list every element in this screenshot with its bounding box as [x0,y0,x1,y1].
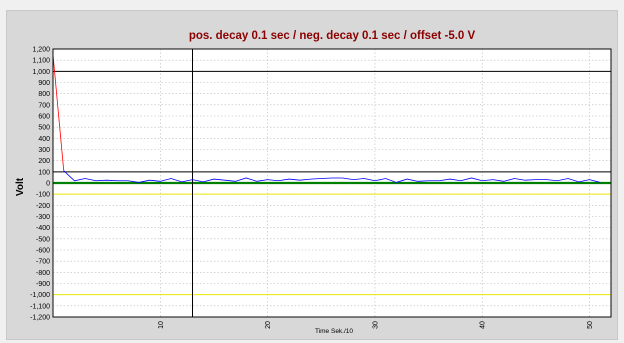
series-line-2 [63,170,601,183]
plot-border [52,48,612,318]
y-tick-label: -200 [36,203,50,210]
y-tick-label: -900 [36,281,50,288]
y-axis-label: Volt [15,177,26,196]
y-tick-label: 100 [38,169,50,176]
y-tick-label: 1,100 [32,58,50,65]
y-tick-label: -100 [36,192,50,199]
y-tick-label: 900 [38,80,50,87]
y-tick-label: -500 [36,236,50,243]
x-axis-label: Time Sek./10 [315,328,353,335]
x-tick-label: 20 [265,321,272,329]
y-tick-label: -1,200 [30,315,50,322]
plot-area: 1,2001,1001,0009008007006005004003002001… [30,47,612,329]
y-tick-label: -1,000 [30,292,50,299]
x-tick-label: 10 [158,321,165,329]
y-tick-label: -700 [36,259,50,266]
chart-panel: pos. decay 0.1 sec / neg. decay 0.1 sec … [6,10,618,340]
x-tick-label: 30 [372,321,379,329]
chart-svg: pos. decay 0.1 sec / neg. decay 0.1 sec … [15,30,612,335]
y-tick-label: 1,200 [32,47,50,54]
y-tick-label: 300 [38,147,50,154]
x-tick-label: 50 [587,321,594,329]
y-tick-label: 1,000 [32,69,50,76]
series-line-1 [52,54,65,171]
y-tick-label: 200 [38,158,50,165]
y-tick-label: -800 [36,270,50,277]
y-tick-label: 0 [46,181,50,188]
y-tick-label: 800 [38,91,50,98]
y-tick-label: -600 [36,248,50,255]
y-tick-label: -1,100 [30,303,50,310]
y-tick-label: 400 [38,136,50,143]
y-tick-label: 500 [38,125,50,132]
chart-title: pos. decay 0.1 sec / neg. decay 0.1 sec … [189,30,476,42]
y-tick-label: 600 [38,114,50,121]
y-tick-label: -300 [36,214,50,221]
x-tick-label: 40 [480,321,487,329]
y-tick-label: 700 [38,102,50,109]
y-tick-label: -400 [36,225,50,232]
